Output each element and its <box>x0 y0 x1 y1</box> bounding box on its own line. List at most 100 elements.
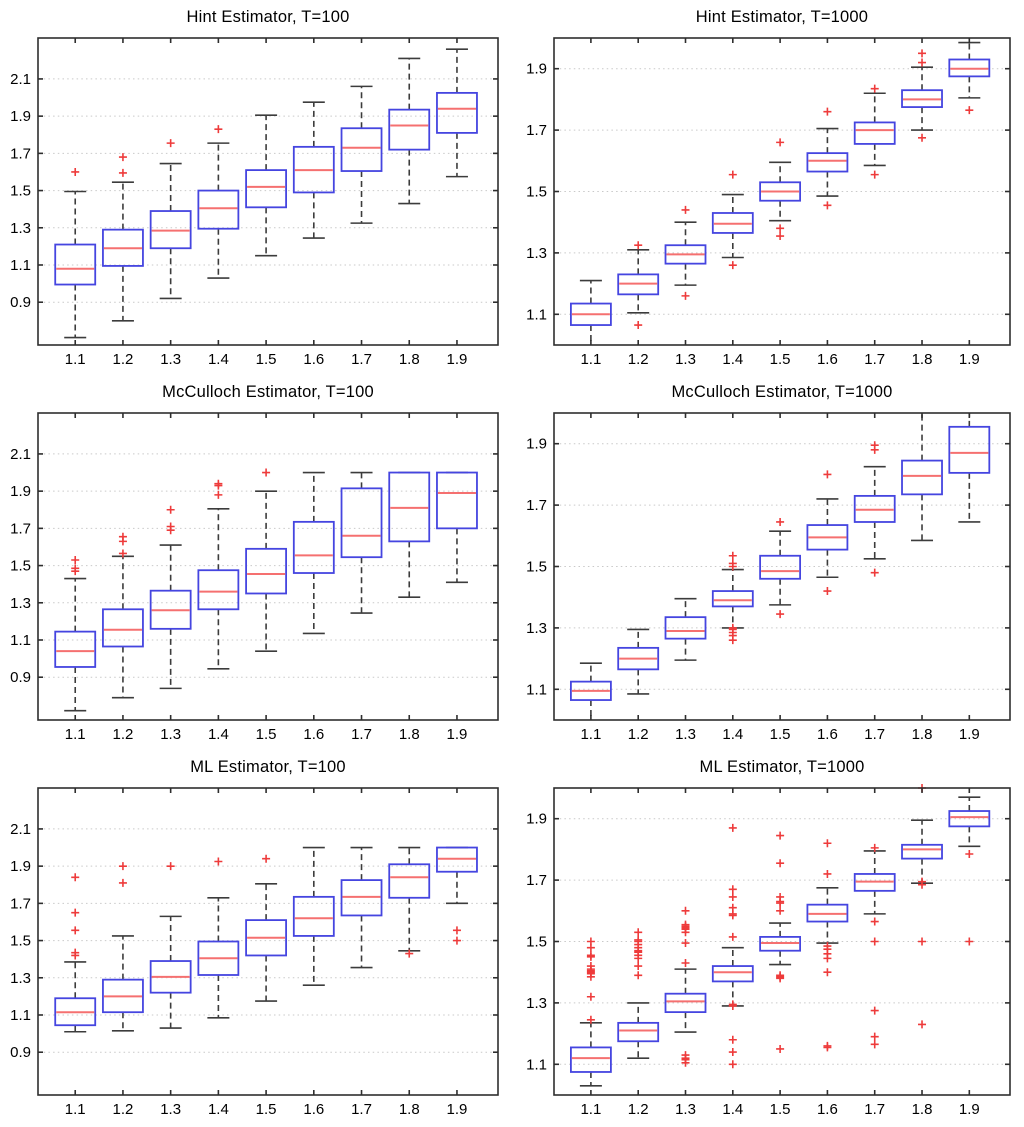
y-tick-label: 1.5 <box>526 184 547 201</box>
x-tick-label: 1.5 <box>770 726 791 743</box>
outlier-marker <box>728 932 737 941</box>
x-tick-label: 1.9 <box>959 726 980 743</box>
box-group <box>340 85 383 224</box>
outlier-marker <box>118 153 127 162</box>
iqr-box <box>853 873 896 892</box>
y-tick-label: 0.9 <box>10 1044 31 1061</box>
gridlines <box>39 78 497 303</box>
outlier-marker <box>681 205 690 214</box>
iqr-box <box>901 459 943 496</box>
outlier-marker <box>634 962 643 971</box>
x-tick-label: 1.7 <box>864 726 885 743</box>
outlier-marker <box>728 903 737 912</box>
x-tick-label: 1.9 <box>959 1101 980 1118</box>
outlier-marker <box>214 125 223 134</box>
x-tick-label: 1.9 <box>447 726 468 743</box>
box-group <box>617 241 660 330</box>
outlier-marker <box>405 949 414 958</box>
outlier-marker <box>918 937 927 946</box>
iqr-box <box>853 121 896 145</box>
box-group <box>664 205 707 300</box>
outlier-marker <box>728 1035 737 1044</box>
outlier-marker <box>634 928 643 937</box>
x-tick-label: 1.3 <box>675 726 696 743</box>
x-tick-label: 1.5 <box>770 351 791 368</box>
x-tick-label: 1.7 <box>864 1101 885 1118</box>
gridlines <box>39 828 497 1053</box>
iqr-box <box>292 145 335 194</box>
gridlines <box>555 818 1009 1065</box>
y-tick-label: 1.3 <box>526 245 547 262</box>
x-tick-label: 1.3 <box>160 351 181 368</box>
iqr-box <box>617 646 660 671</box>
box-group <box>388 471 431 598</box>
y-tick-label: 1.7 <box>10 895 31 912</box>
y-tick-label: 1.9 <box>10 858 31 875</box>
outlier-marker <box>870 445 879 454</box>
iqr-box <box>901 89 943 108</box>
boxplot-svg: 0.9 1.1 1.3 1.5 1.7 1.9 2.1 1.1 1.2 1.3 1.4 1.5 1.6 1… <box>10 412 499 743</box>
y-tick-label: 1.1 <box>10 257 31 274</box>
x-tick-label: 1.6 <box>303 351 324 368</box>
iqr-box <box>617 1021 660 1043</box>
iqr-box <box>711 590 754 608</box>
x-tick-label: 1.1 <box>65 351 86 368</box>
box-group <box>149 139 192 300</box>
iqr-box <box>149 210 192 250</box>
x-tick-label: 1.7 <box>351 351 372 368</box>
outlier-marker <box>586 951 595 960</box>
tick-labels: 0.9 1.1 1.3 1.5 1.7 1.9 2.1 1.1 1.2 1.3 1.4 1.5 1.6 1… <box>10 71 467 368</box>
x-tick-label: 1.4 <box>722 351 743 368</box>
outlier-marker <box>776 224 785 233</box>
outlier-marker <box>452 926 461 935</box>
iqr-box <box>759 935 802 952</box>
outlier-marker <box>586 992 595 1001</box>
iqr-box <box>806 903 849 923</box>
outlier-marker <box>71 948 80 957</box>
iqr-box <box>388 108 431 151</box>
box-group <box>54 555 97 712</box>
box-group <box>901 784 943 1029</box>
outlier-marker <box>823 1041 832 1050</box>
box-group <box>901 413 943 542</box>
outlier-marker <box>965 850 974 859</box>
iqr-box <box>245 169 287 209</box>
box-group <box>197 857 240 1019</box>
x-tick-label: 1.8 <box>399 351 420 368</box>
iqr-box <box>664 616 707 640</box>
y-tick-label: 0.9 <box>10 669 31 686</box>
iqr-box <box>292 895 335 937</box>
iqr-box <box>340 127 383 172</box>
boxplot-canvas: 1.1 1.3 1.5 1.7 1.9 1.1 1.2 1.3 1.4 1.5 1.6 1.7 1.8 1… <box>512 750 1024 1127</box>
x-tick-label: 1.4 <box>208 1101 229 1118</box>
outlier-marker <box>71 555 80 564</box>
x-tick-label: 1.2 <box>113 726 134 743</box>
box-group <box>436 471 478 584</box>
iqr-box <box>102 978 144 1014</box>
outlier-marker <box>728 892 737 901</box>
box-group <box>340 846 383 969</box>
outlier-marker <box>823 839 832 848</box>
iqr-box <box>436 471 478 530</box>
gridlines <box>555 443 1009 690</box>
panel-ml-t100: ML Estimator, T=100 0.9 1.1 1.3 1.5 1.7 1.9 2.… <box>0 750 512 1127</box>
boxplot-canvas: 0.9 1.1 1.3 1.5 1.7 1.9 2.1 1.1 1.2 1.3 1.4 1.5 1.6 1… <box>0 750 512 1127</box>
y-tick-label: 1.1 <box>526 306 547 323</box>
iqr-box <box>54 243 97 286</box>
iqr-box <box>901 843 943 860</box>
x-tick-label: 1.9 <box>447 1101 468 1118</box>
box-group <box>806 470 849 596</box>
box-group <box>102 153 144 322</box>
box-group <box>436 846 478 945</box>
outlier-marker <box>870 1032 879 1041</box>
box-group <box>806 107 849 210</box>
box-group <box>292 101 335 239</box>
panel-title: ML Estimator, T=1000 <box>699 758 865 776</box>
axes-frame <box>37 37 499 346</box>
y-tick-label: 1.7 <box>526 872 547 889</box>
box-group <box>948 41 991 115</box>
outlier-marker <box>681 958 690 967</box>
boxplot-svg: 0.9 1.1 1.3 1.5 1.7 1.9 2.1 1.1 1.2 1.3 1.4 1.5 1.6 1… <box>10 787 499 1118</box>
y-tick-label: 1.7 <box>526 497 547 514</box>
outlier-marker <box>166 522 175 531</box>
